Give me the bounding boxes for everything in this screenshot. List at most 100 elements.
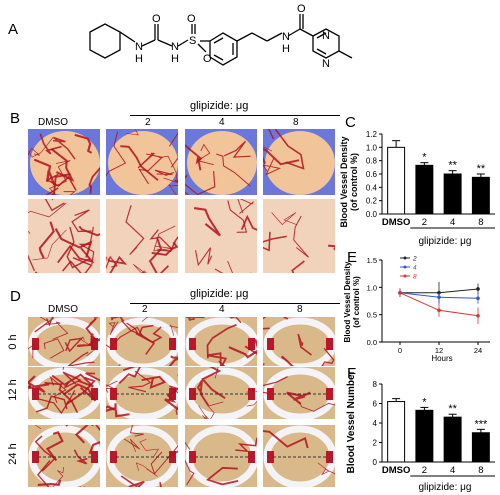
blood-vessel	[106, 403, 117, 412]
blood-vessel	[45, 431, 64, 462]
blood-vessel	[76, 336, 93, 348]
blood-vessel	[135, 462, 158, 477]
atom-n-4: N	[322, 30, 330, 42]
chart-e-x-tick-label: 24	[474, 346, 482, 355]
blood-vessel	[158, 155, 178, 184]
blood-vessel	[168, 355, 178, 368]
blood-vessel	[123, 438, 141, 453]
blood-vessel	[64, 383, 97, 402]
chart-e-legend-label-1: 4	[413, 265, 417, 272]
atom-n-1: N	[135, 41, 143, 53]
blood-vessel	[168, 132, 178, 168]
blood-vessel	[153, 225, 176, 252]
blood-vessel	[149, 229, 172, 250]
ring-marker-left	[267, 451, 274, 463]
blood-vessel	[66, 226, 91, 269]
blood-vessel	[198, 405, 210, 419]
atom-n-5: N	[322, 58, 330, 70]
blood-vessel	[88, 166, 100, 194]
chart-c-category-label-2: 4	[450, 217, 455, 228]
blood-vessel	[335, 446, 336, 454]
ring-marker-left	[189, 338, 196, 350]
atom-n-3: N	[282, 31, 290, 43]
chart-c-xlabel: glipizide: μg	[418, 236, 471, 247]
panel-b-header: glipizide: μg	[190, 100, 249, 112]
panel-b-zoom-photo-1	[105, 198, 179, 274]
blood-vessel	[45, 321, 69, 340]
chart-f-xlabel: glipizide: μg	[418, 482, 471, 493]
chart-e-legend-marker-2	[403, 274, 407, 278]
blood-vessel	[157, 235, 178, 253]
chart-e-xlabel: Hours	[431, 354, 452, 363]
blood-vessel	[227, 260, 252, 273]
blood-vessel	[193, 207, 221, 237]
panel-d-photo-r2-c1	[105, 424, 179, 488]
blood-vessel	[154, 169, 175, 176]
photo-background	[28, 199, 100, 273]
blood-vessel	[107, 255, 128, 273]
ring-marker-right	[169, 388, 176, 400]
panel-d-row-12h: 12 h	[7, 379, 19, 401]
panel-d-col-2: 2	[142, 304, 148, 315]
chart-f-bar-2	[443, 416, 462, 463]
chart-f-bar-1	[415, 409, 434, 463]
chart-c-bar-1	[415, 164, 434, 215]
chart-c: Blood Vessel Density(of control %) glipi…	[340, 130, 495, 247]
chart-e-x-tick-label: 0	[398, 346, 402, 355]
atom-n-2: N	[171, 41, 179, 53]
blood-vessel	[244, 345, 257, 355]
blood-vessel	[281, 355, 297, 369]
blood-vessel	[206, 323, 237, 359]
panel-d-photo-r0-c3	[262, 316, 336, 370]
atom-o-1: O	[152, 13, 161, 25]
blood-vessel	[268, 129, 275, 140]
blood-vessel	[164, 387, 178, 411]
panel-d-photo-r2-c3	[262, 424, 336, 488]
chart-e-x-tick-label: 12	[435, 346, 443, 355]
blood-vessel	[223, 140, 251, 158]
chart-c-y-tick-label: 0.0	[366, 210, 378, 219]
chart-e-point-2-2	[476, 313, 480, 318]
ring-marker-left	[189, 451, 196, 463]
chart-c-category-label-3: 8	[478, 217, 483, 228]
blood-vessel	[106, 380, 118, 393]
panel-d-photo-r0-c2	[184, 316, 258, 370]
ring-marker-right	[169, 451, 176, 463]
blood-vessel	[32, 229, 67, 261]
panel-b-col-4: 4	[219, 117, 225, 128]
chart-e-y-tick-label: 0.0	[367, 338, 377, 347]
blood-vessel	[319, 347, 335, 369]
panel-label-b: B	[10, 110, 21, 127]
panel-d-photo-r2-c3-image	[263, 425, 336, 487]
ring-marker-right	[91, 451, 98, 463]
panel-b-egg-photo-3-image	[263, 129, 335, 195]
chart-c-y-tick-label: 0.6	[366, 170, 378, 179]
blood-vessel	[168, 184, 178, 195]
chart-e-point-0-2	[476, 287, 480, 291]
panel-b-egg-photo-1-image	[106, 129, 178, 195]
blood-vessel	[64, 337, 84, 353]
blood-vessel	[39, 133, 62, 155]
chart-c-significance-2: **	[448, 160, 457, 172]
chart-c-y-tick-label: 0.4	[366, 183, 378, 192]
chart-c-bar-3	[471, 176, 490, 215]
panel-d-photo-r1-c0-image	[28, 367, 100, 419]
chart-c-significance-3: **	[477, 163, 486, 175]
chart-e-y-tick-label: 0.5	[367, 311, 377, 320]
ring-marker-right	[91, 388, 98, 400]
chart-f-bar-0	[387, 401, 406, 463]
blood-vessel	[291, 260, 305, 273]
panel-label-a: A	[8, 21, 19, 38]
chart-c-ylabel: Blood Vessel Density(of control %)	[340, 136, 359, 227]
panel-d-photo-r2-c0	[27, 424, 101, 488]
blood-vessel	[35, 395, 68, 413]
blood-vessel	[235, 437, 257, 453]
ring-marker-right	[248, 338, 255, 350]
panel-d-photo-r1-c1-image	[106, 367, 178, 419]
membrane-disc	[187, 131, 257, 195]
blood-vessel	[185, 170, 216, 195]
blood-vessel	[106, 131, 127, 177]
blood-vessel	[297, 333, 312, 356]
blood-vessel	[36, 460, 85, 487]
blood-vessel	[263, 376, 288, 395]
